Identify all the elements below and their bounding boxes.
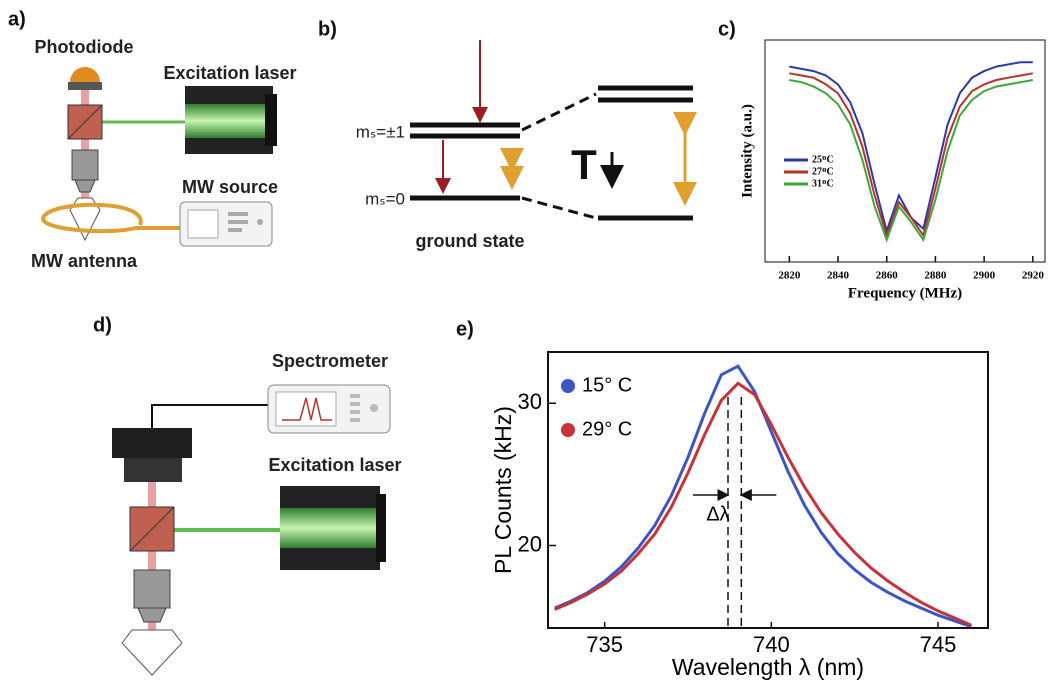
panel-a: a) Photodiode MW antenna Excitation lase… [8, 8, 297, 270]
x-tick-label: 2840 [827, 270, 850, 282]
y-axis-label: Intensity (a.u.) [739, 104, 755, 198]
y-tick-label: 30 [518, 389, 542, 414]
laser-aperture [376, 494, 386, 562]
plot-frame [547, 351, 989, 629]
camera [112, 428, 192, 458]
mw-buttons [228, 212, 263, 232]
legend-marker [561, 379, 575, 393]
panel-label: d) [93, 314, 112, 336]
label: Excitation laser [268, 455, 401, 475]
mw-screen [187, 209, 219, 239]
panel-label: b) [318, 18, 337, 40]
laser-beam [280, 508, 376, 548]
y-axis-label: PL Counts (kHz) [490, 406, 516, 574]
fiber [151, 404, 268, 430]
annotation: Δλ [706, 503, 729, 525]
diamond [121, 629, 183, 676]
spectrum-icon [282, 397, 332, 421]
temperature: T [571, 141, 597, 188]
photodiode-base [68, 82, 102, 90]
label: MW source [182, 177, 278, 197]
objective [133, 569, 171, 609]
plot-frame [764, 39, 1046, 263]
panel-label: c) [718, 18, 736, 40]
legend-label: 29° C [582, 418, 632, 440]
chart: e) 15° C 29° C Δλ 735 740 745 20 30 Wavelength λ … [456, 318, 989, 680]
legend-marker [561, 423, 575, 437]
label: Spectrometer [272, 351, 388, 371]
x-tick-label: 2820 [778, 270, 801, 282]
objective-tip [137, 607, 167, 623]
x-axis-label: Frequency (MHz) [848, 285, 962, 301]
label: Photodiode [35, 37, 134, 57]
x-tick-label: 735 [586, 632, 623, 657]
x-tick-label: 745 [920, 632, 957, 657]
objective-tip [74, 179, 96, 193]
objective [71, 149, 99, 181]
panel-label: e) [456, 318, 474, 340]
photodiode [70, 67, 100, 82]
beamsplitter-line [129, 506, 175, 552]
x-tick-label: 2900 [973, 270, 996, 282]
x-axis-label: Wavelength λ (nm) [672, 654, 864, 680]
series-line [789, 72, 1033, 239]
label: Excitation laser [163, 63, 296, 83]
x-tick-label: 2880 [924, 270, 947, 282]
panel-d: d) Spectrometer Excitation laser [93, 314, 402, 676]
legend-label: 15° C [582, 374, 632, 396]
x-tick-label: 2860 [876, 270, 899, 282]
x-tick-label: 2920 [1022, 270, 1045, 282]
spectrometer-buttons [350, 394, 378, 422]
y-tick-label: 20 [518, 531, 542, 556]
level-label: mₛ=±1 [356, 122, 405, 141]
panel-b: b) mₛ=±1 mₛ=0 ground state T [318, 18, 697, 251]
series-line [789, 79, 1033, 243]
level-connectors [521, 92, 597, 220]
camera-lens [124, 458, 182, 482]
panel-label: a) [8, 8, 26, 30]
legend-label: 25ᴼC [812, 154, 834, 165]
beamsplitter-line [67, 104, 103, 140]
x-tick-label: 740 [753, 632, 790, 657]
legend-label: 27ᴼC [812, 166, 834, 177]
series-line [554, 381, 972, 627]
caption: ground state [415, 231, 524, 251]
levels [410, 85, 693, 221]
level-label: mₛ=0 [365, 189, 405, 208]
laser-aperture [265, 94, 277, 146]
series-line [554, 364, 972, 628]
label: MW antenna [31, 251, 138, 271]
antenna [41, 202, 143, 234]
legend-label: 31ᴼC [812, 178, 834, 189]
spectrometer-screen [275, 391, 337, 427]
laser-beam [185, 104, 265, 138]
